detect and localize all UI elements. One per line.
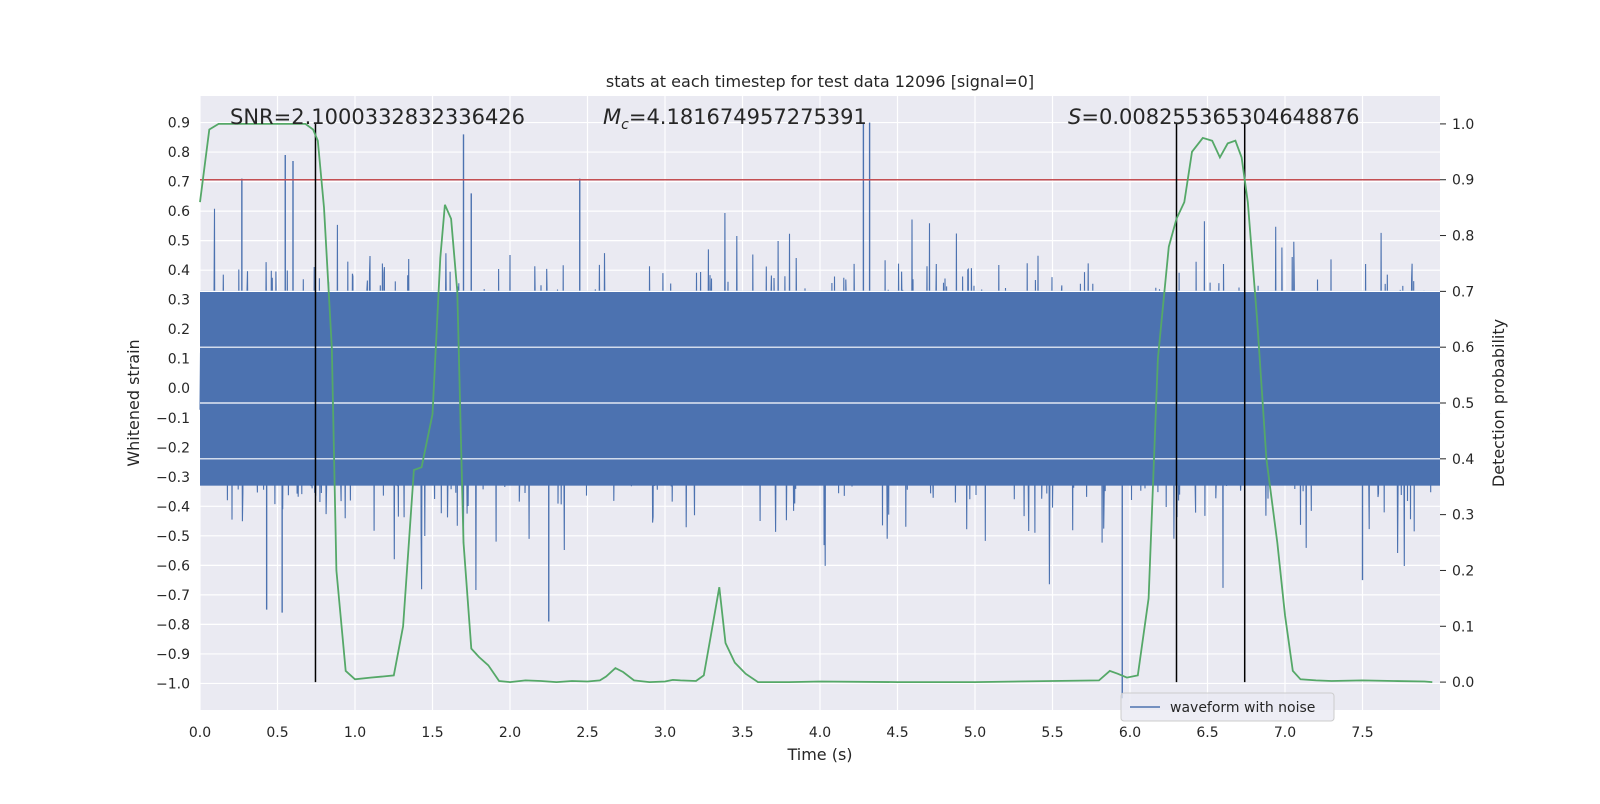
y2-tick-label: 1.0: [1452, 117, 1474, 133]
y2-tick-label: 0.8: [1452, 229, 1474, 245]
y-tick-label: 0.7: [168, 175, 190, 191]
snr-annotation: SNR=2.1000332832336426: [230, 105, 525, 129]
y-tick-label: 0.0: [168, 381, 190, 397]
y2-axis-title: Detection probability: [1489, 319, 1508, 487]
x-tick-label: 0.5: [266, 725, 288, 741]
y2-axis-ticks: 0.0 0.1 0.2 0.3 0.4 0.5 0.6 0.7 0.8 0.9 1.0: [1440, 117, 1474, 691]
y2-tick-label: 0.2: [1452, 563, 1474, 579]
y-tick-label: −0.3: [156, 470, 190, 486]
s-symbol: S: [1068, 105, 1081, 129]
waveform-noise-band: [200, 290, 1440, 486]
x-tick-label: 1.0: [344, 725, 366, 741]
x-tick-label: 6.0: [1119, 725, 1141, 741]
chirp-mass-symbol: M: [603, 105, 621, 129]
y2-tick-label: 0.9: [1452, 173, 1474, 189]
y-tick-label: −0.5: [156, 529, 190, 545]
x-tick-label: 5.0: [964, 725, 986, 741]
y-tick-label: 0.1: [168, 352, 190, 368]
x-tick-label: 6.5: [1196, 725, 1218, 741]
y-tick-label: 0.2: [168, 322, 190, 338]
chart-title: stats at each timestep for test data 120…: [606, 72, 1034, 91]
y-tick-label: −0.8: [156, 617, 190, 633]
x-tick-label: 1.5: [421, 725, 443, 741]
chirp-mass-value: 4.181674957275391: [646, 105, 866, 129]
x-tick-label: 3.5: [731, 725, 753, 741]
y-tick-label: −0.1: [156, 411, 190, 427]
detection-probability-series: [199, 123, 1433, 684]
x-axis-ticks: 0.0 0.5 1.0 1.5 2.0 2.5 3.0 3.5 4.0 4.5 5.0 5.5 6.0 6…: [189, 725, 1374, 741]
x-tick-label: 4.0: [809, 725, 831, 741]
x-tick-label: 4.5: [886, 725, 908, 741]
s-annotation: S=0.00825536530464887​6: [1068, 105, 1359, 129]
y-tick-label: 0.6: [168, 204, 190, 220]
x-tick-label: 3.0: [654, 725, 676, 741]
y-tick-label: −0.6: [156, 558, 190, 574]
y2-tick-label: 0.0: [1452, 675, 1474, 691]
legend-box: [1120, 692, 1335, 722]
chirp-mass-equals: =: [629, 105, 647, 129]
s-equals: =: [1081, 105, 1099, 129]
y-axis-title: Whitened strain: [124, 339, 143, 466]
chirp-mass-subscript: c: [621, 117, 629, 133]
y2-tick-label: 0.3: [1452, 508, 1474, 524]
y-tick-label: 0.8: [168, 145, 190, 161]
y2-tick-label: 0.7: [1452, 284, 1474, 300]
y2-tick-label: 0.4: [1452, 452, 1474, 468]
y-tick-label: −1.0: [156, 676, 190, 692]
y-tick-label: 0.3: [168, 293, 190, 309]
y2-tick-label: 0.1: [1452, 619, 1474, 635]
y-tick-label: 0.5: [168, 234, 190, 250]
waveform-noise-series: [199, 122, 1441, 699]
snr-value: 2.1000332832336426: [291, 105, 525, 129]
x-tick-label: 0.0: [189, 725, 211, 741]
x-axis-title: Time (s): [786, 745, 852, 764]
x-tick-label: 7.0: [1274, 725, 1296, 741]
y-tick-label: 0.9: [168, 116, 190, 132]
y-tick-label: −0.7: [156, 588, 190, 604]
y-tick-label: −0.4: [156, 499, 190, 515]
x-tick-label: 2.5: [576, 725, 598, 741]
snr-label: SNR=: [230, 105, 291, 129]
y-axis-ticks: −1.0 −0.9 −0.8 −0.7 −0.6 −0.5 −0.4 −0.3 −0.2 −0.1…: [156, 116, 190, 693]
y-tick-label: −0.9: [156, 647, 190, 663]
chirp-mass-annotation: Mc=4.181674957275391: [603, 105, 867, 133]
x-tick-label: 5.5: [1041, 725, 1063, 741]
y2-tick-label: 0.6: [1452, 340, 1474, 356]
s-value: 0.00825536530464887​6: [1099, 105, 1360, 129]
legend-label-waveform: waveform with noise: [1170, 700, 1315, 716]
x-tick-label: 7.5: [1351, 725, 1373, 741]
x-tick-label: 2.0: [499, 725, 521, 741]
legend: waveform with noise: [1120, 692, 1335, 722]
y2-tick-label: 0.5: [1452, 396, 1474, 412]
detection-probability-line: [199, 123, 1433, 684]
y-tick-label: −0.2: [156, 440, 190, 456]
y-tick-label: 0.4: [168, 263, 190, 279]
